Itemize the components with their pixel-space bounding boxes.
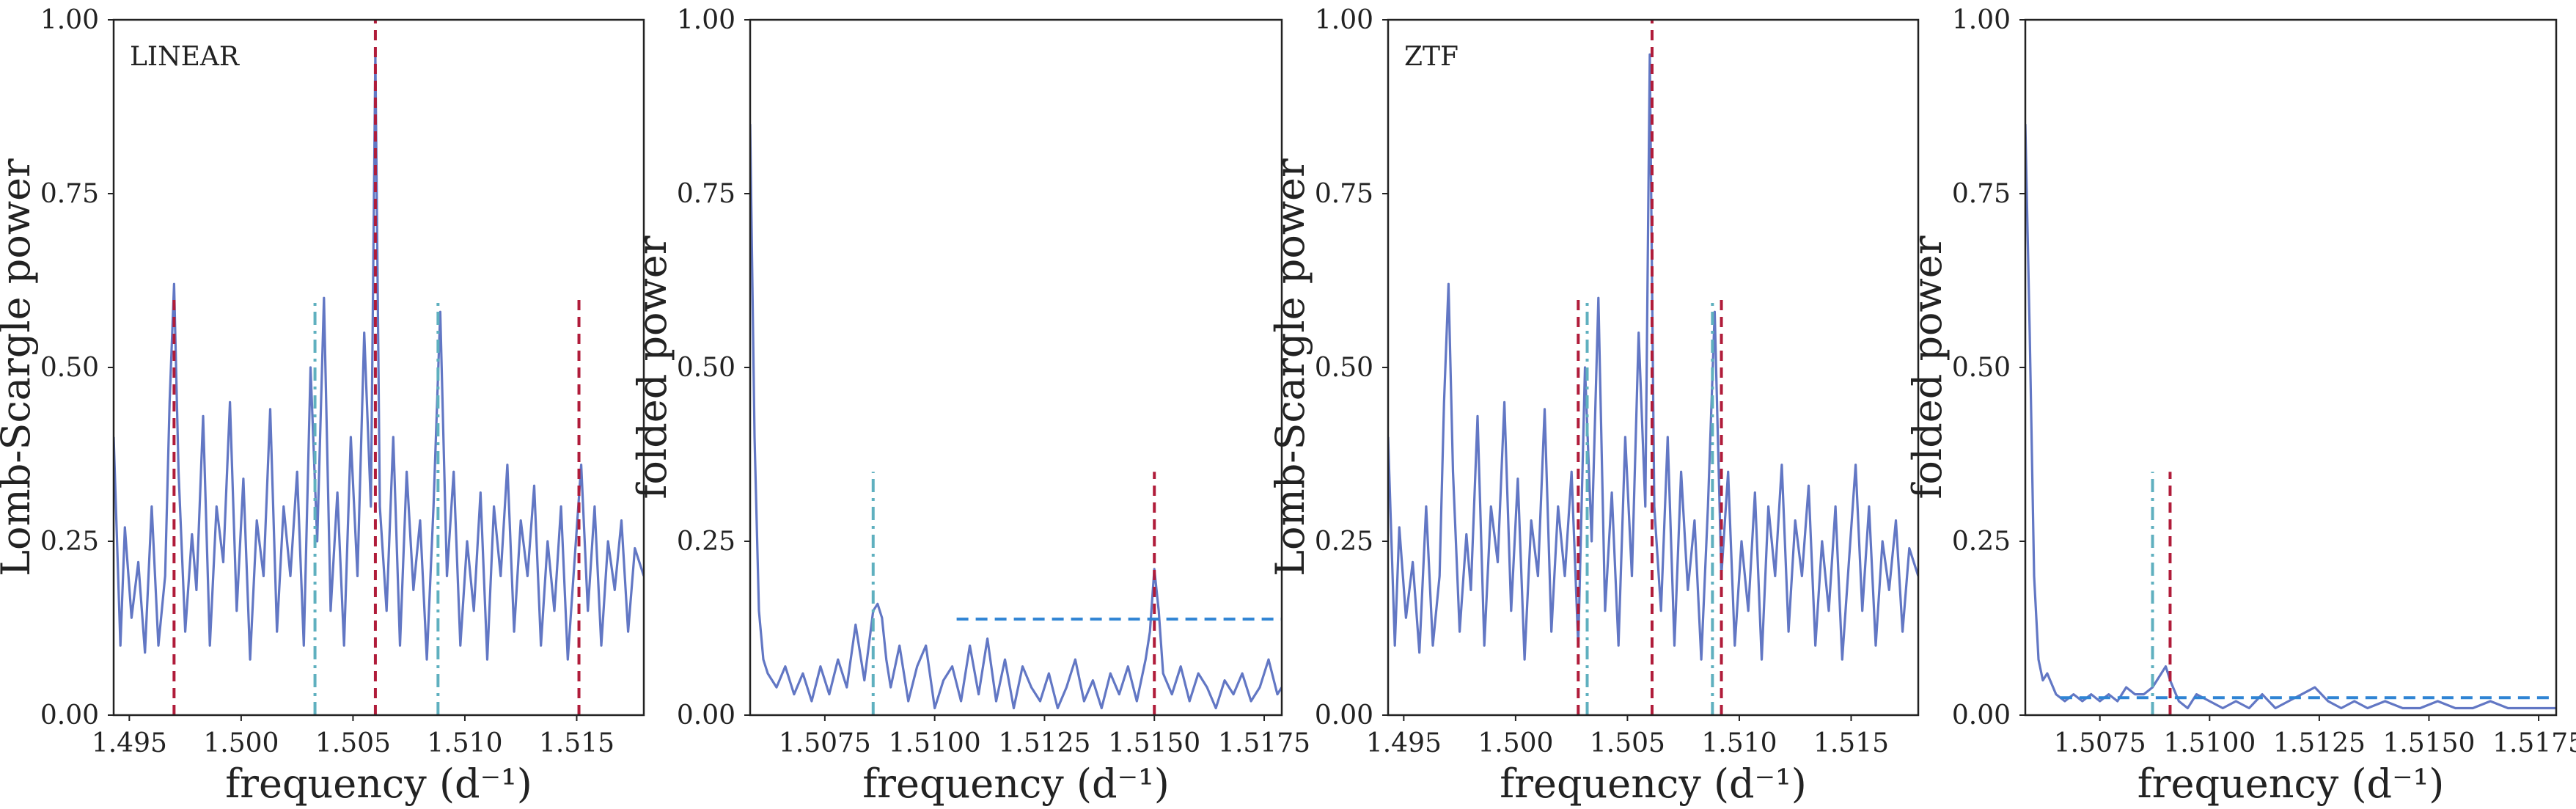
y-tick-label: 0.75 [677, 179, 735, 209]
panel-label: LINEAR [130, 42, 240, 72]
plot-area [750, 124, 1282, 715]
x-axis-label: frequency (d⁻¹) [1500, 761, 1807, 807]
x-tick-label: 1.5175 [1218, 728, 1310, 758]
y-tick-label: 0.00 [40, 700, 99, 731]
y-tick-label: 0.75 [1315, 179, 1373, 209]
x-axis-label: frequency (d⁻¹) [2138, 761, 2445, 807]
x-tick-label: 1.5125 [2273, 728, 2366, 758]
panel-3: 1.495 1.500 1.505 1.510 1.515 0.00 0.25 0.50 0.7… [1267, 5, 1920, 807]
y-axis-label: Lomb-Scargle power [1267, 158, 1313, 576]
y-tick-label: 0.50 [1315, 353, 1373, 383]
x-tick-label: 1.5100 [889, 728, 981, 758]
x-tick-label: 1.5125 [998, 728, 1090, 758]
y-axis-label: Lomb-Scargle power [0, 158, 39, 576]
y-tick-label: 0.50 [677, 353, 735, 383]
panel-label: ZTF [1404, 42, 1458, 72]
x-tick-label: 1.505 [1590, 728, 1665, 758]
y-tick-label: 0.50 [40, 353, 99, 383]
y-axis-label: folded power [1904, 235, 1951, 499]
plot-area [114, 20, 644, 715]
y-tick-label: 0.75 [1952, 179, 2011, 209]
x-tick-label: 1.5175 [2492, 728, 2576, 758]
y-tick-label: 0.00 [1952, 700, 2011, 731]
x-tick-label: 1.5075 [2054, 728, 2146, 758]
y-tick-label: 0.25 [1952, 527, 2011, 557]
x-tick-label: 1.495 [92, 728, 167, 758]
plot-area [1388, 20, 1918, 715]
plot-area [2025, 124, 2556, 715]
x-tick-label: 1.510 [427, 728, 502, 758]
y-tick-label: 1.00 [40, 5, 99, 35]
series-line [1388, 53, 1918, 661]
series-line [750, 124, 1282, 710]
y-tick-label: 0.25 [677, 527, 735, 557]
x-tick-label: 1.5100 [2163, 728, 2256, 758]
series-line [2025, 124, 2556, 710]
panel-2: 1.5075 1.5100 1.5125 1.5150 1.5175 0.00 0.25 0.… [629, 5, 1310, 807]
y-tick-label: 0.00 [677, 700, 735, 731]
panel-4: 1.5075 1.5100 1.5125 1.5150 1.5175 0.00 0.25 0.… [1904, 5, 2576, 807]
x-tick-label: 1.5150 [1108, 728, 1200, 758]
y-tick-label: 0.75 [40, 179, 99, 209]
y-tick-label: 1.00 [1315, 5, 1373, 35]
y-tick-label: 0.25 [40, 527, 99, 557]
y-tick-label: 0.00 [1315, 700, 1373, 731]
x-axis-label: frequency (d⁻¹) [225, 761, 532, 807]
x-tick-label: 1.500 [1478, 728, 1553, 758]
x-tick-label: 1.510 [1701, 728, 1777, 758]
x-axis-label: frequency (d⁻¹) [862, 761, 1170, 807]
panel-1: 1.495 1.500 1.505 1.510 1.515 0.00 0.25 0.50 0.7… [0, 5, 645, 807]
x-tick-label: 1.515 [539, 728, 614, 758]
x-tick-label: 1.495 [1366, 728, 1442, 758]
y-tick-label: 1.00 [677, 5, 735, 35]
x-tick-label: 1.500 [203, 728, 279, 758]
x-tick-label: 1.505 [315, 728, 391, 758]
y-axis-label: folded power [629, 235, 675, 499]
series-line [114, 53, 644, 661]
y-tick-label: 0.50 [1952, 353, 2011, 383]
x-tick-label: 1.5075 [779, 728, 871, 758]
x-tick-label: 1.5150 [2382, 728, 2475, 758]
y-tick-label: 1.00 [1952, 5, 2011, 35]
x-tick-label: 1.515 [1813, 728, 1889, 758]
axes-frame [749, 18, 1283, 717]
axes-frame [2024, 18, 2558, 717]
y-tick-label: 0.25 [1315, 527, 1373, 557]
